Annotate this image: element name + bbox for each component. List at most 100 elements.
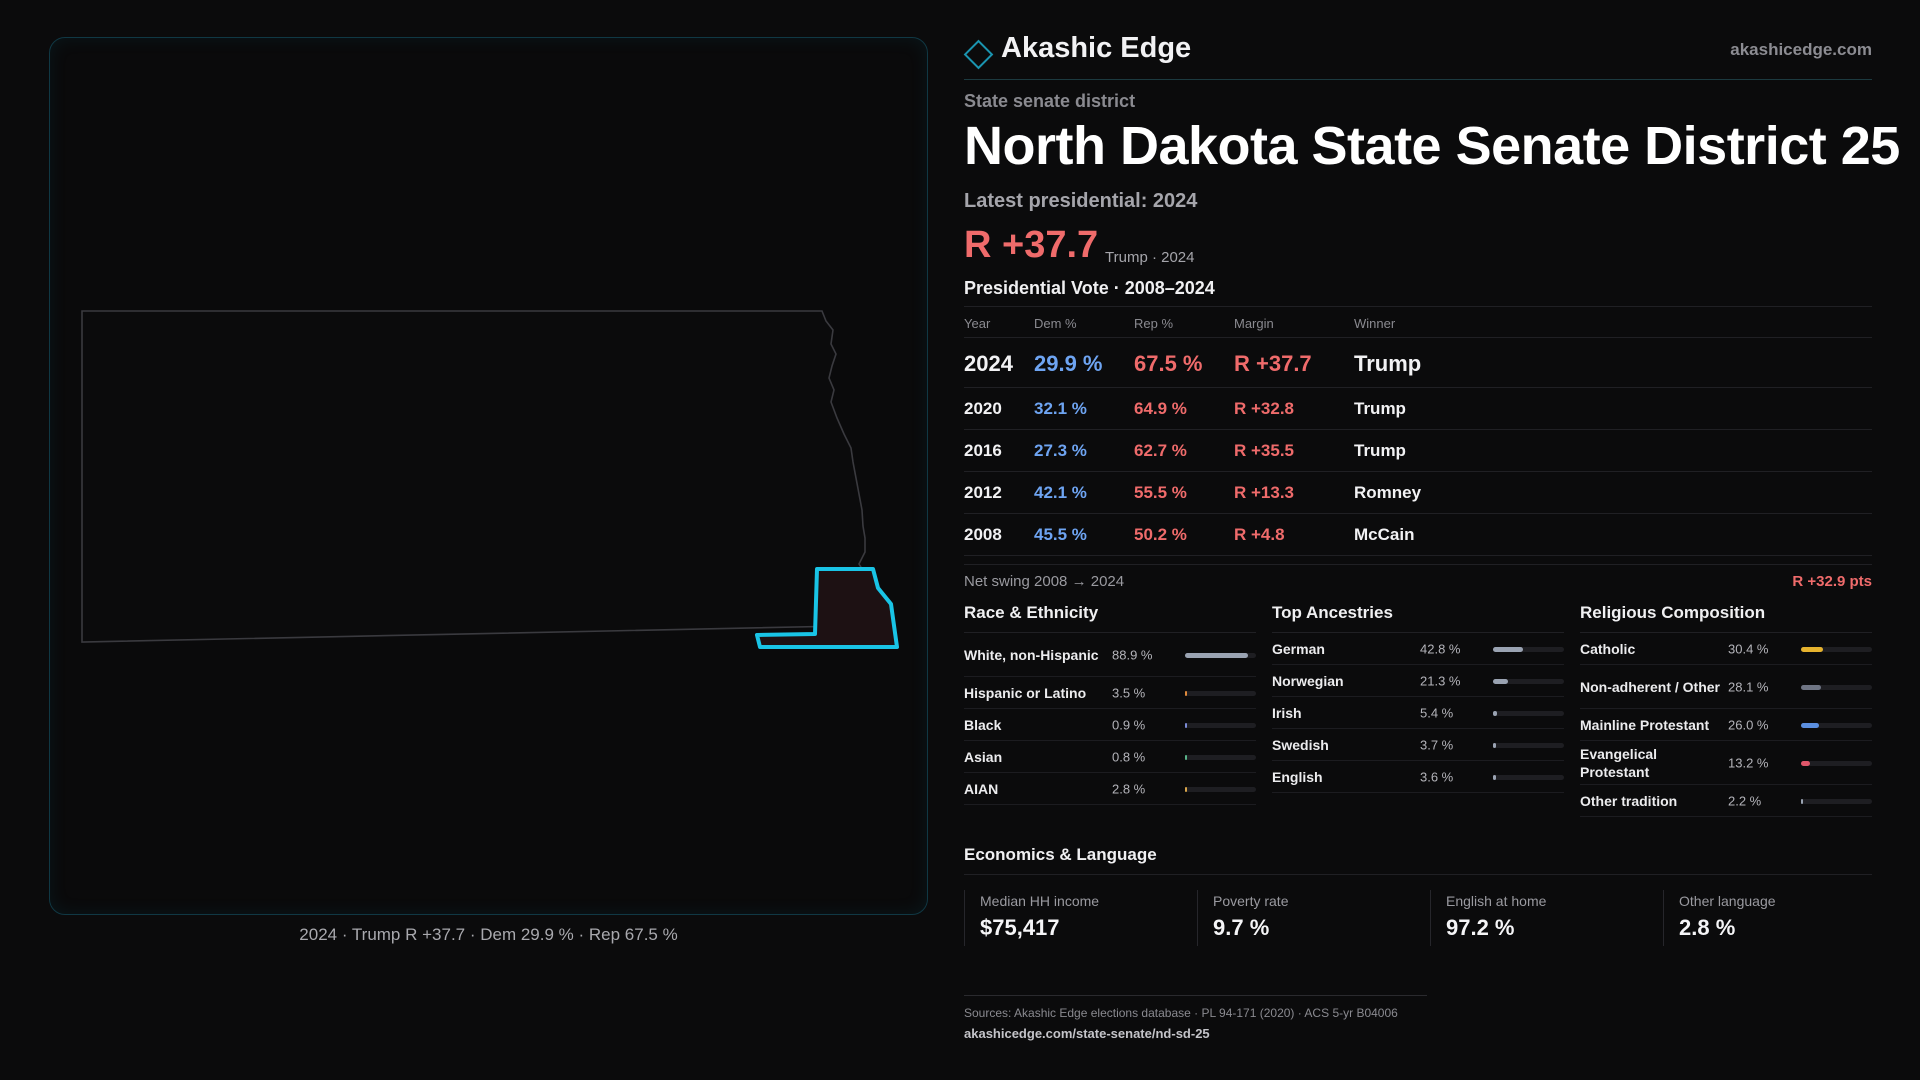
bar-fill	[1185, 754, 1187, 760]
list-item: Hispanic or Latino 3.5 %	[964, 677, 1256, 709]
bar-fill	[1801, 646, 1823, 652]
footer-url[interactable]: akashicedge.com/state-senate/nd-sd-25	[964, 1026, 1210, 1041]
econ-card-income: Median HH income $75,417	[964, 890, 1186, 946]
list-item: English 3.6 %	[1272, 761, 1564, 793]
presidential-table: Year Dem % Rep % Margin Winner 2024 29.9…	[964, 306, 1872, 556]
item-label: Hispanic or Latino	[964, 684, 1087, 701]
bar-track	[1801, 760, 1872, 766]
bar-fill	[1185, 690, 1188, 696]
item-label: Non-adherent / Other	[1580, 678, 1721, 695]
bar-fill	[1801, 684, 1821, 690]
row-dem: 45.5 %	[1034, 525, 1087, 544]
list-item: Asian 0.8 %	[964, 741, 1256, 773]
item-value: 2.2 %	[1728, 793, 1762, 808]
row-margin: R +32.8	[1234, 399, 1295, 418]
col-header-dem: Dem %	[1034, 316, 1077, 331]
list-item: Non-adherent / Other 28.1 %	[1580, 665, 1872, 709]
col-header-year: Year	[964, 316, 991, 331]
row-margin: R +35.5	[1234, 441, 1295, 460]
item-value: 13.2 %	[1728, 755, 1769, 770]
item-label: Evangelical Protestant	[1580, 745, 1658, 780]
bar-track	[1493, 710, 1564, 716]
row-winner: McCain	[1354, 525, 1415, 544]
econ-label: Poverty rate	[1213, 893, 1289, 909]
district-highlight[interactable]	[755, 567, 899, 649]
econ-card-poverty: Poverty rate 9.7 %	[1197, 890, 1419, 946]
econ-label: Median HH income	[980, 893, 1100, 909]
item-value: 26.0 %	[1728, 717, 1769, 732]
item-label: Other tradition	[1580, 792, 1678, 809]
headline-margin-sub: Trump · 2024	[1105, 249, 1195, 266]
row-rep: 50.2 %	[1134, 525, 1187, 544]
bar-fill	[1801, 798, 1803, 804]
brand-url[interactable]: akashicedge.com	[1730, 40, 1872, 59]
economics-title: Economics & Language	[964, 845, 1872, 875]
list-item: German 42.8 %	[1272, 633, 1564, 665]
ancestry-list: German 42.8 % Norwegian 21.3 % Irish 5.4 % Swe…	[1272, 633, 1564, 793]
item-value: 30.4 %	[1728, 641, 1769, 656]
col-header-margin: Margin	[1234, 316, 1274, 331]
econ-value: 97.2 %	[1446, 915, 1515, 940]
footer-divider	[964, 995, 1427, 996]
map-panel[interactable]	[49, 37, 928, 915]
row-dem: 42.1 %	[1034, 483, 1087, 502]
list-item: Catholic 30.4 %	[1580, 633, 1872, 665]
bar-track	[1493, 742, 1564, 748]
item-value: 88.9 %	[1112, 647, 1153, 662]
row-dem: 29.9 %	[1034, 351, 1103, 376]
list-item: Evangelical Protestant 13.2 %	[1580, 741, 1872, 785]
district-type: State senate district	[964, 91, 1136, 111]
row-dem: 27.3 %	[1034, 441, 1087, 460]
race-ethnicity-title: Race & Ethnicity	[964, 603, 1256, 633]
religion-block: Religious Composition Catholic 30.4 % Non-…	[1580, 603, 1872, 817]
row-year: 2016	[964, 441, 1002, 460]
row-margin: R +4.8	[1234, 525, 1285, 544]
item-label: Catholic	[1580, 640, 1636, 657]
page-title: North Dakota State Senate District 25	[964, 116, 1900, 176]
ancestry-block: Top Ancestries German 42.8 % Norwegian 21.3…	[1272, 603, 1564, 793]
item-label: White, non-Hispanic	[964, 646, 1099, 663]
bar-track	[1801, 722, 1872, 728]
econ-card-english: English at home 97.2 %	[1430, 890, 1652, 946]
bar-track	[1185, 786, 1256, 792]
item-value: 5.4 %	[1420, 705, 1454, 720]
list-item: Other tradition 2.2 %	[1580, 785, 1872, 817]
bar-fill	[1185, 722, 1187, 728]
bar-fill	[1493, 774, 1496, 780]
bar-track	[1493, 774, 1564, 780]
col-header-rep: Rep %	[1134, 316, 1174, 331]
state-map[interactable]	[50, 38, 929, 916]
latest-presidential: Latest presidential: 2024	[964, 190, 1198, 212]
brand-name[interactable]: Akashic Edge	[1001, 32, 1192, 64]
table-row: 2020 32.1 % 64.9 % R +32.8 Trump	[964, 388, 1872, 430]
table-row: 2024 29.9 % 67.5 % R +37.7 Trump	[964, 338, 1872, 388]
table-row: 2008 45.5 % 50.2 % R +4.8 McCain	[964, 514, 1872, 556]
item-label: Mainline Protestant	[1580, 716, 1710, 733]
list-item: White, non-Hispanic 88.9 %	[964, 633, 1256, 677]
bar-fill	[1493, 678, 1509, 684]
race-ethnicity-block: Race & Ethnicity White, non-Hispanic 88.9…	[964, 603, 1256, 805]
religion-title: Religious Composition	[1580, 603, 1872, 633]
map-caption: 2024 · Trump R +37.7 · Dem 29.9 % · Rep …	[299, 925, 678, 944]
econ-label: English at home	[1446, 893, 1547, 909]
footer-sources: Sources: Akashic Edge elections database…	[964, 1006, 1398, 1020]
list-item: Mainline Protestant 26.0 %	[1580, 709, 1872, 741]
item-value: 0.9 %	[1112, 717, 1146, 732]
net-swing-value: R +32.9 pts	[1792, 573, 1872, 590]
religion-list: Catholic 30.4 % Non-adherent / Other 28.1 %…	[1580, 633, 1872, 817]
item-label: English	[1272, 768, 1323, 785]
list-item: Norwegian 21.3 %	[1272, 665, 1564, 697]
bar-track	[1493, 678, 1564, 684]
econ-label: Other language	[1679, 893, 1776, 909]
bar-track	[1185, 690, 1256, 696]
item-label: Irish	[1272, 704, 1302, 721]
row-rep: 67.5 %	[1134, 351, 1203, 376]
bar-track	[1493, 646, 1564, 652]
bar-track	[1185, 722, 1256, 728]
item-value: 3.5 %	[1112, 685, 1146, 700]
table-row: 2016 27.3 % 62.7 % R +35.5 Trump	[964, 430, 1872, 472]
item-label: AIAN	[964, 780, 999, 797]
bar-fill	[1801, 760, 1811, 766]
row-year: 2024	[964, 351, 1013, 376]
bar-track	[1801, 684, 1872, 690]
